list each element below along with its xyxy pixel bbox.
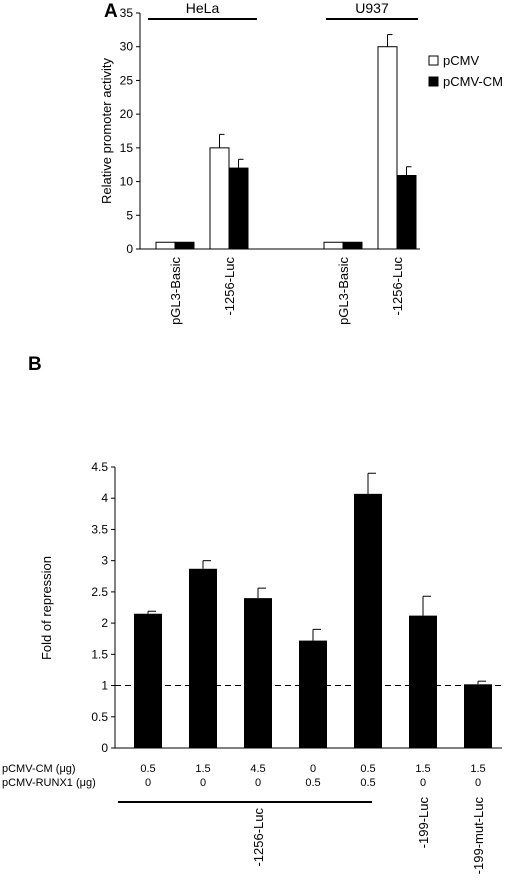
panel-b-bar bbox=[299, 640, 327, 748]
panel-a-bar-pcmv-cm bbox=[228, 167, 249, 250]
panel-a-bar-pcmv bbox=[323, 241, 344, 250]
panel-a-y-tick-label: 25 bbox=[120, 73, 134, 87]
panel-a-category-label: -1256-Luc bbox=[222, 257, 237, 316]
panel-b-table-row-label: pCMV-RUNX1 (μg) bbox=[2, 777, 96, 789]
panel-b-table-cell: 0 bbox=[310, 763, 316, 775]
panel-a-category-label: -1256-Luc bbox=[390, 257, 405, 316]
panel-b-y-tick-label: 3 bbox=[101, 554, 108, 568]
panel-b-construct-labels: -1256-Luc -199-Luc -199-mut-Luc bbox=[118, 797, 486, 875]
panel-b-table-cell: 4.5 bbox=[250, 763, 265, 775]
panel-a-legend: pCMV pCMV-CM bbox=[428, 53, 503, 89]
panel-b-construct-label: -1256-Luc bbox=[251, 808, 266, 867]
panel-a-category-labels: pGL3-Basic -1256-Luc pGL3-Basic -1256-Luc bbox=[168, 257, 405, 325]
panel-b-y-tick-label: 1 bbox=[101, 679, 108, 693]
panel-a-legend-label: pCMV bbox=[443, 53, 479, 68]
panel-b-table-cell: 0.5 bbox=[305, 777, 320, 789]
panel-a-category-label: pGL3-Basic bbox=[336, 257, 351, 325]
panel-b-table-cell: 1.5 bbox=[470, 763, 485, 775]
panel-a-y-tick-label: 0 bbox=[126, 242, 133, 256]
panel-a-legend-swatch bbox=[428, 76, 439, 87]
panel-a-legend-label: pCMV-CM bbox=[443, 74, 503, 89]
panel-b-y-tick-label: 1.5 bbox=[91, 647, 108, 661]
panel-a-bar-pcmv-cm bbox=[396, 175, 417, 250]
panel-b-bar bbox=[134, 613, 162, 748]
panel-b-y-ticks: 0 0.5 1 1.5 2 2.5 3 3.5 4 4.5 bbox=[91, 460, 115, 755]
panel-a-bar-pcmv bbox=[209, 147, 230, 250]
panel-b-bar bbox=[189, 568, 217, 748]
panel-b-table-cell: 1.5 bbox=[195, 763, 210, 775]
panel-b: B 0 0.5 1 1.5 2 2.5 3 3.5 4 4.5 Fold of repressio… bbox=[2, 354, 502, 874]
panel-b-bar bbox=[244, 598, 272, 748]
panel-a-bar-pcmv-cm bbox=[174, 241, 195, 250]
panel-b-table-cell: 1.5 bbox=[415, 763, 430, 775]
panel-a-y-tick-label: 30 bbox=[120, 40, 134, 54]
panel-a-category-label: pGL3-Basic bbox=[168, 257, 183, 325]
panel-a-y-ticks: 0 5 10 15 20 25 30 35 bbox=[120, 6, 140, 256]
panel-b-y-label: Fold of repression bbox=[39, 556, 54, 660]
panel-b-bars bbox=[134, 472, 492, 748]
panel-b-bar bbox=[464, 684, 492, 748]
panel-b-table-cell: 0.5 bbox=[140, 763, 155, 775]
panel-a-y-tick-label: 10 bbox=[120, 175, 134, 189]
panel-a-y-tick-label: 20 bbox=[120, 107, 134, 121]
panel-a-y-tick-label: 5 bbox=[126, 208, 133, 222]
panel-a-y-label: Relative promoter activity bbox=[99, 58, 114, 204]
panel-b-table-cell: 0.5 bbox=[360, 763, 375, 775]
panel-b-table-cell: 0 bbox=[475, 777, 481, 789]
panel-b-table-cell: 0 bbox=[255, 777, 261, 789]
panel-b-y-tick-label: 4.5 bbox=[91, 460, 108, 474]
panel-b-table-row-label: pCMV-CM (μg) bbox=[2, 763, 76, 775]
panel-a-group-headers: HeLa U937 bbox=[148, 0, 418, 20]
panel-b-y-tick-label: 2.5 bbox=[91, 585, 108, 599]
panel-a-bars bbox=[155, 34, 417, 250]
panel-a-letter: A bbox=[104, 1, 118, 22]
panel-a-legend-swatch bbox=[428, 55, 439, 66]
panel-b-construct-label: -199-mut-Luc bbox=[471, 797, 486, 875]
panel-b-bar bbox=[354, 493, 382, 748]
panel-b-table-cell: 0 bbox=[200, 777, 206, 789]
panel-b-construct-label: -199-Luc bbox=[416, 797, 431, 849]
panel-a-bar-pcmv bbox=[155, 241, 176, 250]
panel-a-y-tick-label: 15 bbox=[120, 141, 134, 155]
panel-b-dose-table: pCMV-CM (μg) 0.5 1.5 4.5 0 0.5 1.5 1.5 pCMV-RUNX… bbox=[2, 763, 486, 789]
panel-b-y-tick-label: 3.5 bbox=[91, 522, 108, 536]
panel-b-y-tick-label: 0.5 bbox=[91, 710, 108, 724]
panel-b-y-tick-label: 4 bbox=[101, 491, 108, 505]
panel-a-y-tick-label: 35 bbox=[120, 6, 134, 20]
panel-b-y-tick-label: 2 bbox=[101, 616, 108, 630]
panel-a-bar-pcmv-cm bbox=[342, 241, 363, 250]
panel-a-group-label: U937 bbox=[355, 0, 389, 16]
panel-b-letter: B bbox=[28, 354, 42, 375]
panel-a: A 0 5 10 15 20 25 30 35 Relative promoter activ… bbox=[99, 0, 503, 325]
panel-b-bar bbox=[409, 615, 437, 748]
panel-b-y-tick-label: 0 bbox=[101, 741, 108, 755]
panel-b-table-cell: 0.5 bbox=[360, 777, 375, 789]
panel-b-table-cell: 0 bbox=[420, 777, 426, 789]
panel-a-bar-pcmv bbox=[377, 46, 398, 250]
panel-a-group-label: HeLa bbox=[186, 0, 220, 16]
panel-b-table-cell: 0 bbox=[145, 777, 151, 789]
